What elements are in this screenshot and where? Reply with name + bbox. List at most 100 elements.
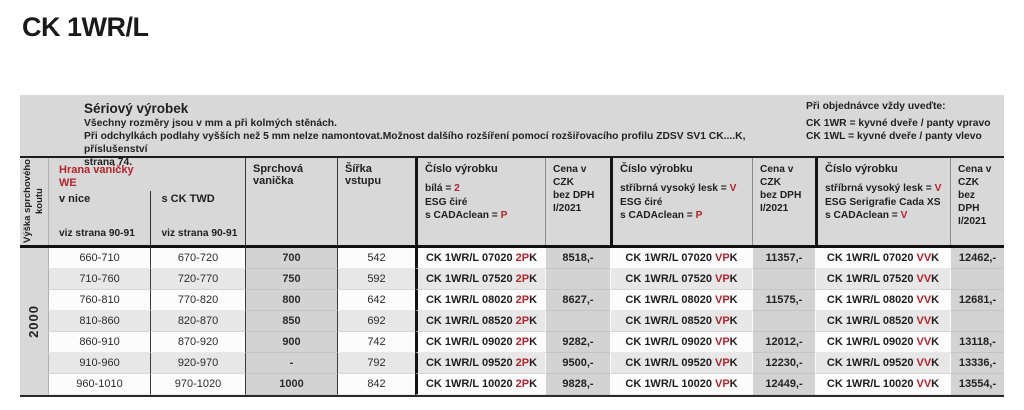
tray-edge-title: Hrana vaničky WE [59, 164, 134, 189]
cell-product-code-silver: CK 1WR/L 09520 VPK [610, 353, 752, 374]
cell-tray-size: 900 [245, 332, 337, 353]
col-spec-line: bílá = 2 [425, 183, 460, 194]
order-note-line: CK 1WL = kyvné dveře / panty vlevo [806, 131, 982, 142]
cell-twd-range: 670-720 [150, 248, 245, 269]
cell-product-code-silver: CK 1WR/L 08520 VPK [610, 311, 752, 332]
col-spec-line: ESG čiré [425, 196, 468, 208]
cell-niche-range: 960-1010 [48, 374, 150, 395]
cell-price-silver: 11357,- [752, 248, 815, 269]
cell-price-serigraphy: 12462,- [950, 248, 1004, 269]
col-spec-line: stříbrná vysoký lesk = V [825, 183, 942, 194]
col-title: Číslo výrobku [620, 163, 693, 175]
col-title: Číslo výrobku [425, 163, 498, 175]
cell-niche-range: 710-760 [48, 269, 150, 290]
cell-price-serigraphy [950, 311, 1004, 332]
col-spec-line: ESG čiré [620, 196, 663, 208]
cell-entry-width: 592 [337, 269, 415, 290]
red-code-letter: V [934, 183, 942, 194]
cell-product-code-serigraphy: CK 1WR/L 07020 VVK [815, 248, 950, 269]
header-tray-edge: Hrana vaničky WE v nice viz strana 90-91… [48, 158, 245, 245]
order-note-line: CK 1WR = kyvné dveře / panty vpravo [806, 118, 991, 129]
cell-product-code-silver: CK 1WR/L 07020 VPK [610, 248, 752, 269]
cell-price-silver: 12449,- [752, 374, 815, 395]
cell-tray-size: 1000 [245, 374, 337, 395]
products-table: Sériový výrobek Všechny rozměry jsou v m… [20, 95, 1004, 397]
cell-product-code-serigraphy: CK 1WR/L 09520 VVK [815, 353, 950, 374]
cell-product-code-white: CK 1WR/L 10020 2PK [415, 374, 545, 395]
header-price-col: Cena v CZK bez DPH I/2021 [950, 158, 1004, 245]
header-product-col-silver: Číslo výrobku stříbrná vysoký lesk = V E… [610, 158, 752, 245]
red-code-letter: P [500, 210, 508, 221]
cell-niche-range: 910-960 [48, 353, 150, 374]
cell-twd-range: 720-770 [150, 269, 245, 290]
red-code-letter: 2 [454, 183, 460, 194]
info-line: Všechny rozměry jsou v mm a při kolmých … [84, 118, 337, 129]
cell-tray-size: 800 [245, 290, 337, 311]
info-heading: Sériový výrobek [84, 101, 189, 116]
header-height-column: Výška sprchového koutu [20, 158, 48, 245]
cell-price-white: 9282,- [545, 332, 610, 353]
cell-price-white: 9828,- [545, 374, 610, 395]
cell-product-code-silver: CK 1WR/L 10020 VPK [610, 374, 752, 395]
page-title: CK 1WR/L [22, 12, 149, 42]
cell-price-white: 9500,- [545, 353, 610, 374]
cell-product-code-serigraphy: CK 1WR/L 07520 VVK [815, 269, 950, 290]
cell-price-silver: 12230,- [752, 353, 815, 374]
cell-price-silver [752, 269, 815, 290]
cell-product-code-white: CK 1WR/L 07520 2PK [415, 269, 545, 290]
cell-height-span: 2000 [20, 248, 48, 395]
info-line: Při odchylkách podlahy vyšších než 5 mm … [84, 131, 746, 155]
height-label: Výška sprchového koutu [22, 159, 45, 244]
cell-price-silver: 11575,- [752, 290, 815, 311]
cell-entry-width: 642 [337, 290, 415, 311]
cell-product-code-white: CK 1WR/L 08020 2PK [415, 290, 545, 311]
cell-price-serigraphy: 12681,- [950, 290, 1004, 311]
cell-price-serigraphy [950, 269, 1004, 290]
info-band: Sériový výrobek Všechny rozměry jsou v m… [20, 95, 1004, 168]
cell-price-white: 8518,- [545, 248, 610, 269]
cell-product-code-white: CK 1WR/L 09020 2PK [415, 332, 545, 353]
info-line: strana 74. [84, 157, 133, 168]
cell-twd-range: 920-970 [150, 353, 245, 374]
cell-price-silver: 12012,- [752, 332, 815, 353]
header-product-col-white: Číslo výrobku bílá = 2 ESG čiré s CADAcl… [415, 158, 545, 245]
col-title: Číslo výrobku [825, 163, 898, 175]
header-price-col: Cena v CZK bez DPH I/2021 [545, 158, 610, 245]
cell-twd-range: 870-920 [150, 332, 245, 353]
cell-tray-size: - [245, 353, 337, 374]
subcol-twd: s CK TWD viz strana 90-91 [150, 191, 245, 245]
cell-tray-size: 750 [245, 269, 337, 290]
cell-tray-size: 850 [245, 311, 337, 332]
header-price-col: Cena v CZK bez DPH I/2021 [752, 158, 815, 245]
col-spec-line: s CADAclean = V [825, 210, 908, 221]
info-panel: Sériový výrobek Všechny rozměry jsou v m… [84, 101, 784, 168]
col-spec-line: s CADAclean = P [425, 210, 508, 221]
cell-product-code-white: CK 1WR/L 07020 2PK [415, 248, 545, 269]
header-product-col-serigraphy: Číslo výrobku stříbrná vysoký lesk = V E… [815, 158, 950, 245]
cell-price-serigraphy: 13336,- [950, 353, 1004, 374]
cell-niche-range: 660-710 [48, 248, 150, 269]
col-spec-line: s CADAclean = P [620, 210, 703, 221]
cell-entry-width: 692 [337, 311, 415, 332]
tray-edge-subcolumns: v nice viz strana 90-91 s CK TWD viz str… [49, 191, 245, 245]
cell-price-white [545, 269, 610, 290]
cell-niche-range: 810-860 [48, 311, 150, 332]
cell-twd-range: 770-820 [150, 290, 245, 311]
cell-price-white [545, 311, 610, 332]
cell-twd-range: 970-1020 [150, 374, 245, 395]
cell-product-code-serigraphy: CK 1WR/L 10020 VVK [815, 374, 950, 395]
cell-niche-range: 760-810 [48, 290, 150, 311]
subcol-niche: v nice viz strana 90-91 [49, 191, 150, 245]
order-note-heading: Při objednávce vždy uveďte: [806, 101, 946, 112]
cell-niche-range: 860-910 [48, 332, 150, 353]
cell-entry-width: 792 [337, 353, 415, 374]
cell-price-serigraphy: 13554,- [950, 374, 1004, 395]
cell-product-code-serigraphy: CK 1WR/L 09020 VVK [815, 332, 950, 353]
cell-product-code-silver: CK 1WR/L 08020 VPK [610, 290, 752, 311]
page-reference: viz strana 90-91 [161, 228, 238, 239]
col-spec-line: stříbrná vysoký lesk = V [620, 183, 737, 194]
cell-entry-width: 842 [337, 374, 415, 395]
cell-price-silver [752, 311, 815, 332]
cell-product-code-serigraphy: CK 1WR/L 08520 VVK [815, 311, 950, 332]
